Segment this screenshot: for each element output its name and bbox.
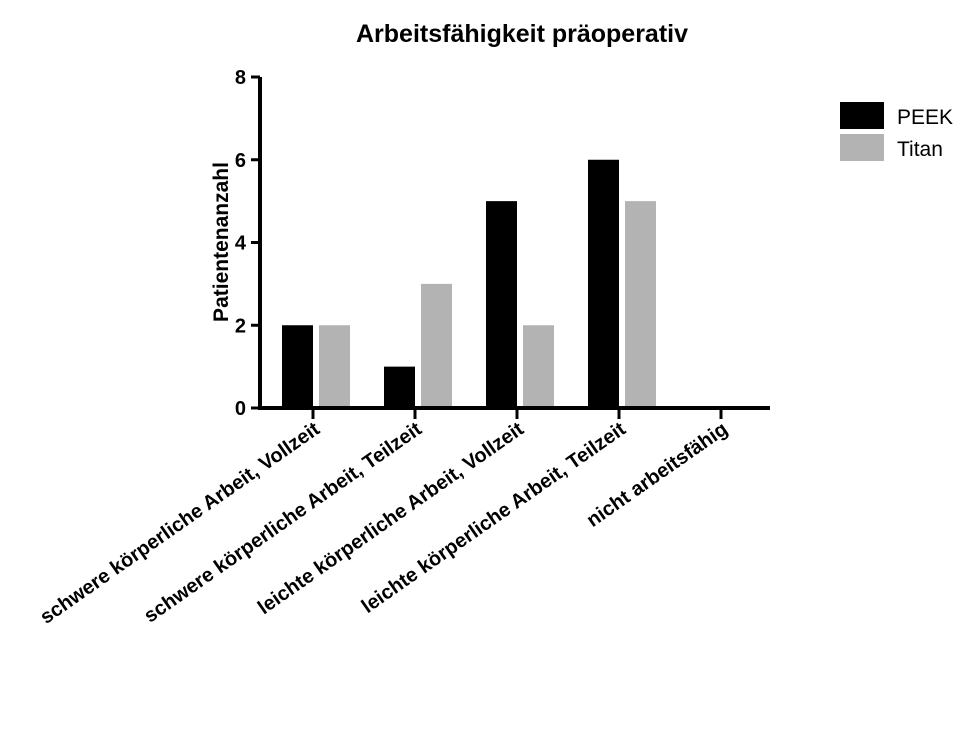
y-tick-label: 4 xyxy=(235,233,247,255)
y-axis-label: Patientenanzahl xyxy=(210,162,233,322)
legend-label-titan: Titan xyxy=(897,138,943,161)
legend: PEEK Titan xyxy=(840,102,953,161)
bar-titan-3 xyxy=(523,325,554,408)
bar-peek-2 xyxy=(384,366,415,408)
legend-label-peek: PEEK xyxy=(897,106,953,129)
bar-titan-1 xyxy=(319,325,350,408)
bar-titan-2 xyxy=(421,283,452,408)
bar-peek-1 xyxy=(282,325,313,408)
chart-title: Arbeitsfähigkeit präoperativ xyxy=(356,20,688,48)
legend-swatch-peek xyxy=(840,102,884,129)
y-tick-label: 8 xyxy=(235,67,246,89)
y-tick-label: 0 xyxy=(235,398,246,420)
bar-peek-3 xyxy=(486,201,517,408)
bar-titan-4 xyxy=(625,201,656,408)
y-tick-label: 6 xyxy=(235,150,246,172)
y-tick-label: 2 xyxy=(235,315,246,337)
legend-swatch-titan xyxy=(840,134,884,161)
bar-peek-4 xyxy=(588,159,619,408)
